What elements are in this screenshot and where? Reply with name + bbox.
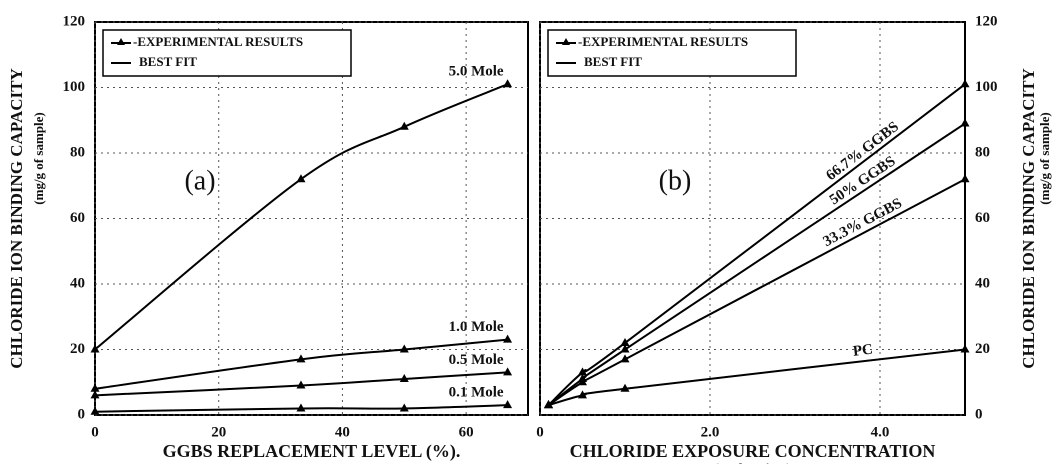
y-tick-label: 100 [975, 79, 998, 95]
data-point [620, 354, 630, 363]
legend-marker [562, 38, 570, 45]
data-point [503, 400, 513, 409]
x-tick-label: 0 [536, 424, 544, 440]
data-point [544, 400, 553, 409]
panel-label: (a) [184, 165, 215, 196]
data-point [90, 383, 100, 392]
x-tick-label: 20 [211, 424, 226, 440]
y-tick-label: 20 [70, 341, 85, 357]
y-tick-label: 80 [975, 144, 990, 160]
data-point [90, 406, 100, 415]
y-tick-label: 0 [78, 406, 86, 422]
legend-label: BEST FIT [584, 54, 642, 69]
y-tick-label: 40 [70, 275, 85, 291]
data-point [399, 373, 409, 382]
series-label: 0.1 Mole [449, 385, 504, 401]
data-point [399, 344, 409, 353]
y-tick-label: 80 [70, 144, 85, 160]
y-tick-label: 0 [975, 406, 983, 422]
best-fit-line [547, 178, 966, 407]
series-label: 1.0 Mole [449, 319, 504, 335]
y-tick-label: 120 [63, 13, 86, 29]
legend-label: -EXPERIMENTAL RESULTS [578, 34, 748, 49]
data-point [578, 390, 587, 399]
legend-label: -EXPERIMENTAL RESULTS [133, 34, 303, 49]
data-point [620, 344, 630, 353]
data-point [960, 118, 970, 127]
x-tick-label: 2.0 [701, 424, 720, 440]
data-point [296, 354, 306, 363]
x-tick-label: 4.0 [871, 424, 890, 440]
series-label: 5.0 Mole [449, 64, 504, 80]
data-point [296, 174, 306, 183]
best-fit-line [94, 338, 508, 390]
best-fit-line [94, 371, 508, 397]
data-point [90, 344, 100, 353]
x-axis-label: GGBS REPLACEMENT LEVEL (%). [163, 441, 461, 462]
data-point [90, 390, 100, 399]
x-axis-sublabel: (Mole/ Litre) [714, 462, 791, 464]
data-point [578, 367, 587, 376]
best-fit-line [547, 122, 966, 406]
legend-label: BEST FIT [139, 54, 197, 69]
panel-label: (b) [659, 165, 692, 196]
data-point [296, 380, 306, 389]
y-tick-label: 20 [975, 341, 990, 357]
y-tick-label: 40 [975, 275, 990, 291]
y-tick-label: 100 [63, 79, 86, 95]
data-point [503, 334, 513, 343]
data-point [399, 403, 409, 412]
legend-box [102, 29, 352, 77]
data-point [620, 383, 630, 392]
data-point [296, 403, 306, 412]
data-point [399, 121, 409, 130]
y-axis-sublabel: (mg/g of sample) [1037, 112, 1052, 204]
series-label: 0.5 Mole [449, 352, 504, 368]
x-tick-label: 0 [91, 424, 99, 440]
best-fit-line [94, 83, 508, 351]
best-fit-line [94, 404, 508, 413]
x-tick-label: 40 [335, 424, 350, 440]
series-label: PC [852, 342, 874, 360]
legend-box [547, 29, 797, 77]
data-point [503, 79, 513, 88]
data-point [578, 377, 587, 386]
y-tick-label: 120 [975, 13, 998, 29]
x-tick-label: 60 [459, 424, 474, 440]
y-axis-label: CHLORIDE ION BINDING CAPACITY [7, 68, 26, 369]
data-point [960, 344, 970, 353]
y-tick-label: 60 [975, 210, 990, 226]
y-axis-sublabel: (mg/g of sample) [31, 112, 46, 204]
data-point [960, 79, 970, 88]
data-point [503, 367, 513, 376]
y-tick-label: 60 [70, 210, 85, 226]
x-axis-label: CHLORIDE EXPOSURE CONCENTRATION [570, 441, 936, 461]
data-point [960, 174, 970, 183]
y-axis-label: CHLORIDE ION BINDING CAPACITY [1019, 68, 1038, 369]
data-point [620, 337, 630, 346]
legend-marker [117, 38, 125, 45]
